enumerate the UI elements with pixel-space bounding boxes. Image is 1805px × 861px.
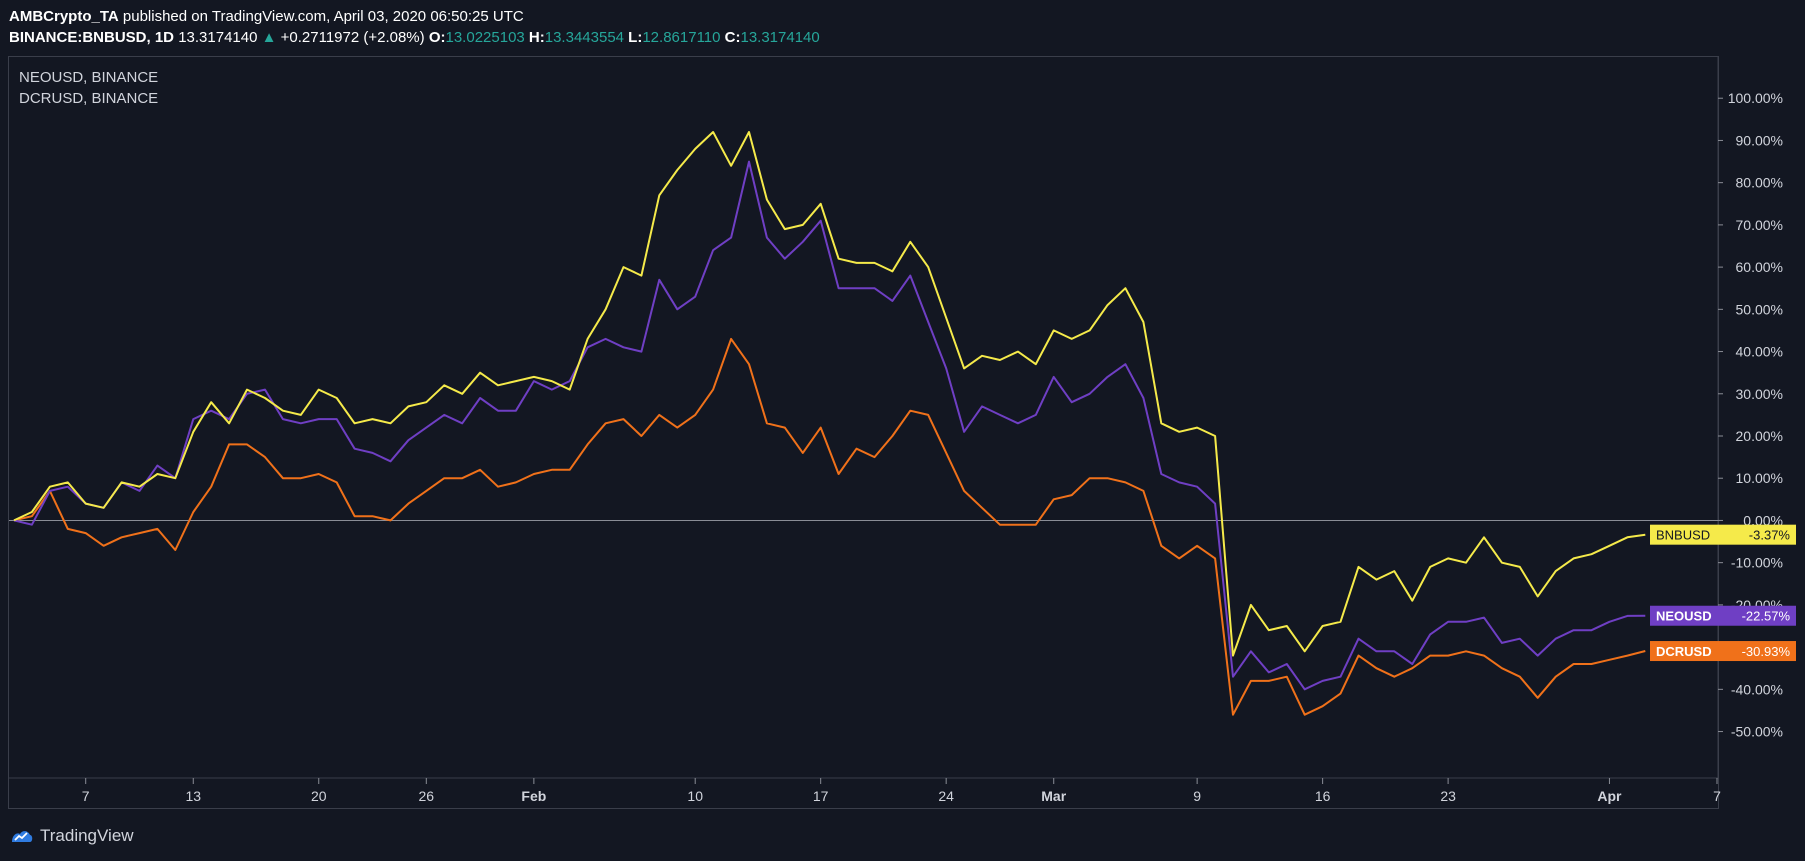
high-label: H: [528, 29, 545, 46]
chart-header: AMBCrypto_TA published on TradingView.co… [9, 7, 1789, 47]
close-label: C: [724, 29, 741, 46]
author-name[interactable]: AMBCrypto_TA [9, 8, 119, 25]
y-tick-label: 60.00% [1736, 259, 1783, 275]
low-label: L: [628, 29, 643, 46]
tag-last-value: -22.57% [1742, 609, 1791, 624]
symbol-label: BINANCE:BNBUSD, 1D [9, 29, 175, 46]
y-tick-label: 90.00% [1736, 132, 1783, 148]
y-tick-label: -40.00% [1731, 681, 1783, 697]
chart-legend: NEOUSD, BINANCE DCRUSD, BINANCE [19, 67, 158, 109]
low-value: 12.8617110 [642, 29, 721, 46]
chart-frame[interactable] [8, 56, 1719, 809]
y-tick-label: 100.00% [1728, 90, 1783, 106]
publish-line: AMBCrypto_TA published on TradingView.co… [9, 7, 1789, 26]
y-tick-label: 30.00% [1736, 386, 1783, 402]
y-tick-label: 50.00% [1736, 301, 1783, 317]
close-value: 13.3174140 [740, 29, 820, 46]
legend-neo[interactable]: NEOUSD, BINANCE [19, 69, 159, 86]
tag-last-value: -30.93% [1742, 644, 1791, 659]
published-text: published on TradingView.com, April 03, … [122, 8, 524, 25]
y-tick-label: -50.00% [1731, 724, 1783, 740]
y-tick-label: 10.00% [1736, 470, 1783, 486]
open-value: 13.0225103 [445, 29, 525, 46]
price-change: +0.2711972 (+2.08%) [280, 29, 425, 46]
open-label: O: [428, 29, 446, 46]
y-tick-label: -10.00% [1731, 555, 1783, 571]
y-tick-label: 0.00% [1743, 512, 1783, 528]
y-tick-label: 20.00% [1736, 428, 1783, 444]
tradingview-footer[interactable]: TradingView [10, 826, 134, 846]
y-tick-label: 40.00% [1736, 344, 1783, 360]
price-axis: 100.00% 90.00% 80.00% 70.00% 60.00% 50.00% 40.… [1718, 90, 1783, 740]
y-tick-label: 70.00% [1736, 217, 1783, 233]
legend-dcr[interactable]: DCRUSD, BINANCE [19, 90, 159, 107]
up-arrow-icon: ▲ [261, 29, 277, 46]
y-tick-label: -30.00% [1731, 639, 1783, 655]
y-tick-label: -20.00% [1731, 597, 1783, 613]
tag-last-value: -3.37% [1749, 528, 1791, 543]
y-tick-label: 80.00% [1736, 175, 1783, 191]
high-value: 13.3443554 [544, 29, 624, 46]
ohlc-line: BINANCE:BNBUSD, 1D 13.3174140 ▲ +0.27119… [9, 28, 1789, 47]
tradingview-brand: TradingView [40, 826, 134, 845]
last-price: 13.3174140 [178, 29, 258, 46]
tradingview-logo-icon [12, 831, 33, 842]
